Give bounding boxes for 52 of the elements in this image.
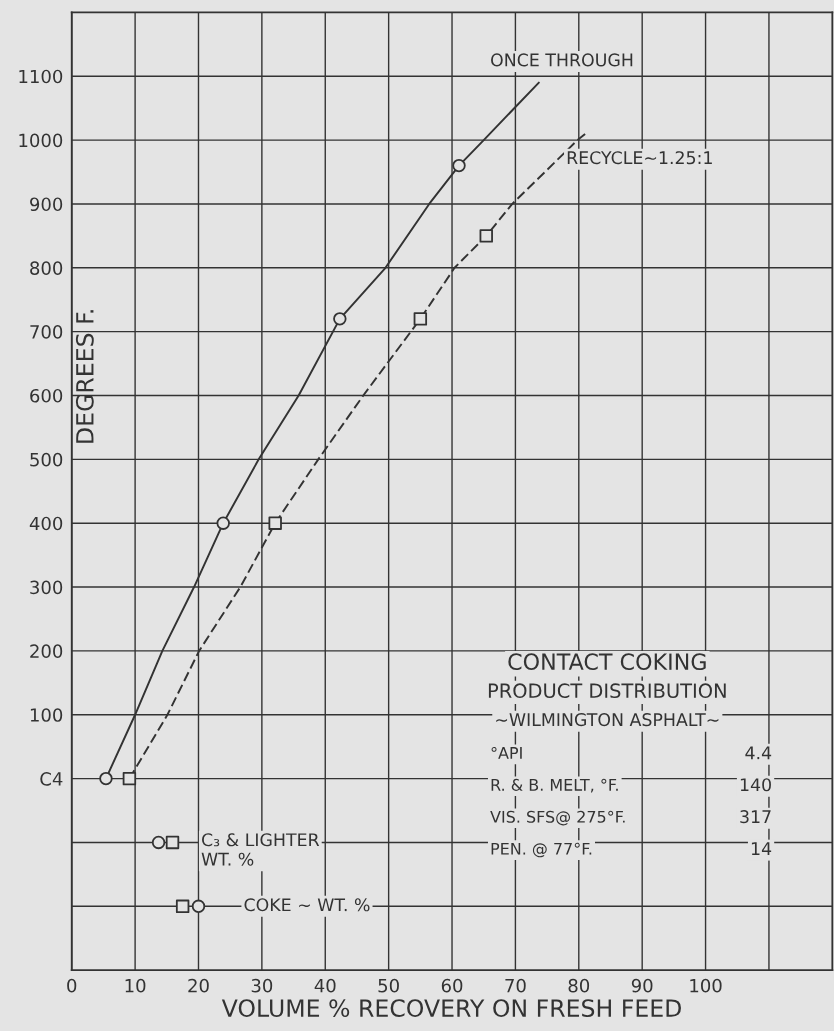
annotation: C₃ & LIGHTER WT. %	[201, 833, 320, 866]
annotation: R. & B. MELT, °F.	[491, 778, 618, 793]
y-tick-label: 600	[30, 388, 63, 403]
x-tick-label: 40	[314, 978, 336, 993]
y-tick-label: 300	[30, 580, 63, 595]
x-tick-label: 80	[568, 978, 590, 993]
y-tick-label: 800	[30, 261, 63, 275]
y-tick-label: 500	[30, 452, 63, 467]
x-tick-label: 30	[251, 978, 273, 993]
point	[479, 229, 493, 243]
point	[99, 771, 113, 786]
annotation: VIS. SFS@ 275°F.	[490, 810, 625, 826]
annotation: CONTACT COKING	[508, 653, 706, 671]
point	[268, 516, 282, 530]
y-tick-label: 1100	[19, 69, 63, 84]
x-axis-title: VOLUME % RECOVERY ON FRESH FEED	[221, 999, 681, 1018]
point	[333, 312, 347, 326]
point	[413, 312, 428, 326]
x-tick-label: 70	[505, 978, 526, 993]
y-tick-label: 900	[30, 197, 63, 212]
x-tick-label: 0	[67, 978, 77, 993]
annotation: PRODUCT DISTRIBUTION	[488, 683, 726, 699]
x-tick-label: 60	[441, 978, 463, 993]
point	[122, 771, 137, 786]
x-tick-label: 20	[188, 978, 209, 993]
x-tick-label: 100	[690, 978, 722, 993]
annotation: 317	[740, 810, 771, 824]
annotation: °API	[491, 746, 522, 759]
y-tick-label: 400	[29, 516, 63, 531]
annotation: 14	[751, 842, 772, 855]
annotation: ONCE THROUGH	[491, 53, 633, 67]
annotation: 4.4	[745, 746, 772, 760]
annotation: COKE ~ WT. %	[244, 898, 370, 912]
annotation: 140	[740, 778, 771, 792]
y-tick-label: 700	[30, 325, 63, 339]
y-tick-label: 100	[30, 708, 63, 722]
x-tick-label: 50	[378, 978, 399, 993]
y-tick-label: C4	[40, 772, 63, 786]
point	[165, 835, 180, 850]
annotation: ~WILMINGTON ASPHALT~	[496, 713, 719, 727]
annotation: RECYCLE~1.25:1	[567, 151, 712, 165]
point	[191, 899, 206, 914]
point	[175, 899, 190, 914]
point	[151, 835, 166, 850]
x-tick-label: 90	[631, 978, 653, 993]
x-tick-label: 10	[125, 978, 146, 993]
point	[452, 158, 466, 173]
point	[216, 516, 230, 530]
annotation: PEN. @ 77°F.	[491, 842, 592, 858]
y-tick-label: 200	[30, 644, 63, 659]
y-tick-label: 1000	[19, 133, 63, 148]
y-axis-title: DEGREES F.	[75, 310, 94, 443]
